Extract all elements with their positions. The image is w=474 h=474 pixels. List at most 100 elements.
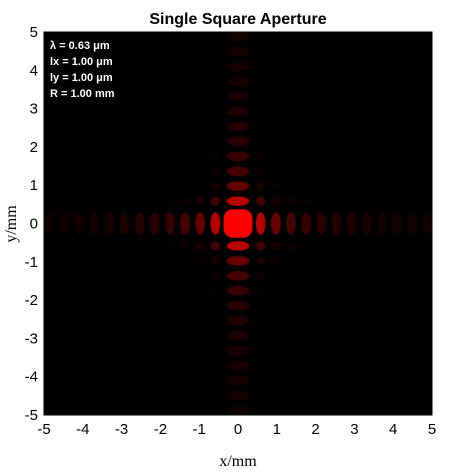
off-axis-lobe [165,197,174,206]
off-axis-lobe [256,286,265,295]
off-axis-lobe [286,196,296,206]
off-axis-lobe [180,196,190,206]
vertical-lobe [226,256,250,266]
annotation-r: R = 1.00 mm [50,88,115,100]
y-axis-label: y/mm [3,205,20,243]
off-axis-lobe [256,181,266,191]
off-axis-lobe [211,152,220,161]
vertical-lobe [226,300,250,311]
off-axis-lobe [211,286,220,295]
horizontal-lobe [74,212,84,235]
vertical-lobe [226,330,250,341]
horizontal-lobe [286,212,296,235]
y-tick-label: 5 [30,24,38,41]
parameter-annotations: λ = 0.63 μm lx = 1.00 μm ly = 1.00 μm R … [50,40,115,100]
horizontal-lobe [165,212,175,235]
off-axis-lobe [180,241,190,251]
y-tick-label: 3 [30,101,38,118]
off-axis-lobe [256,271,266,281]
off-axis-lobe [195,196,205,206]
vertical-lobe [226,241,250,251]
horizontal-lobe [210,212,221,235]
horizontal-lobe [255,212,266,235]
off-axis-lobe [165,241,174,250]
annotation-wavelength: λ = 0.63 μm [50,40,110,52]
y-tick-label: -3 [25,330,38,347]
horizontal-lobe [44,212,54,235]
x-tick-label: -4 [76,421,89,438]
horizontal-lobe [422,212,432,235]
horizontal-lobe [316,212,327,235]
off-axis-lobe [210,166,220,176]
y-tick-label: -4 [25,369,38,386]
y-tick-label: 1 [30,177,38,194]
y-tick-label: 4 [30,62,38,79]
off-axis-lobe [302,241,311,250]
y-tick-label: -2 [25,292,38,309]
off-axis-lobe [196,256,205,265]
x-tick-label: -3 [115,421,128,438]
vertical-lobe [226,46,250,57]
horizontal-lobe [331,212,342,235]
off-axis-lobe [210,241,220,251]
off-axis-lobe [210,196,220,206]
horizontal-lobe [89,212,100,235]
off-axis-lobe [210,181,220,191]
off-axis-lobe [196,182,205,191]
off-axis-lobe [256,241,266,251]
horizontal-lobe [195,212,206,235]
vertical-lobe [226,375,250,386]
vertical-lobe [226,345,250,356]
off-axis-lobe [256,166,266,176]
horizontal-lobe [180,212,190,235]
off-axis-lobe [195,241,205,251]
vertical-lobe [226,405,250,415]
central-lobe [223,209,253,238]
horizontal-lobe [376,212,387,235]
y-tick-label: 0 [30,216,38,233]
diffraction-pattern [44,32,432,415]
vertical-lobe [226,151,250,162]
x-axis-label: x/mm [219,453,257,470]
off-axis-lobe [286,241,296,251]
horizontal-lobe [392,212,402,235]
y-tick-label: 2 [30,139,38,156]
x-tick-label: 3 [350,421,358,438]
x-tick-label: 0 [234,421,242,438]
vertical-lobe [226,390,250,401]
off-axis-lobe [256,196,266,206]
y-tick-label: -5 [25,407,38,424]
x-tick-label: -5 [37,421,50,438]
x-tick-label: 2 [311,421,319,438]
off-axis-lobe [271,182,280,191]
vertical-lobe [226,166,250,177]
x-tick-label: -1 [193,421,206,438]
chart-title: Single Square Aperture [149,11,326,28]
vertical-lobe [226,315,250,326]
vertical-lobe [226,106,250,117]
vertical-lobe [226,360,250,371]
horizontal-lobe [361,212,372,235]
horizontal-lobe [149,212,160,235]
vertical-lobe [226,76,250,87]
off-axis-lobe [256,256,266,266]
vertical-lobe [226,270,250,281]
y-axis: 5 4 3 2 1 0 -1 -2 -3 -4 -5 [25,24,432,424]
vertical-lobe [226,61,250,72]
x-tick-label: 4 [389,421,397,438]
x-tick-label: -2 [154,421,167,438]
horizontal-lobe [270,212,281,235]
off-axis-lobe [271,256,280,265]
vertical-lobe [226,285,250,296]
horizontal-lobe [134,212,145,235]
off-axis-lobe [210,256,220,266]
annotation-ly: ly = 1.00 μm [50,72,113,84]
off-axis-lobe [271,241,281,251]
x-axis: -5 -4 -3 -2 -1 0 1 2 3 4 5 [37,32,436,438]
vertical-lobe [226,196,250,206]
x-tick-label: 5 [428,421,436,438]
horizontal-lobe [301,212,311,235]
vertical-lobe [226,91,250,102]
off-axis-lobe [271,196,281,206]
